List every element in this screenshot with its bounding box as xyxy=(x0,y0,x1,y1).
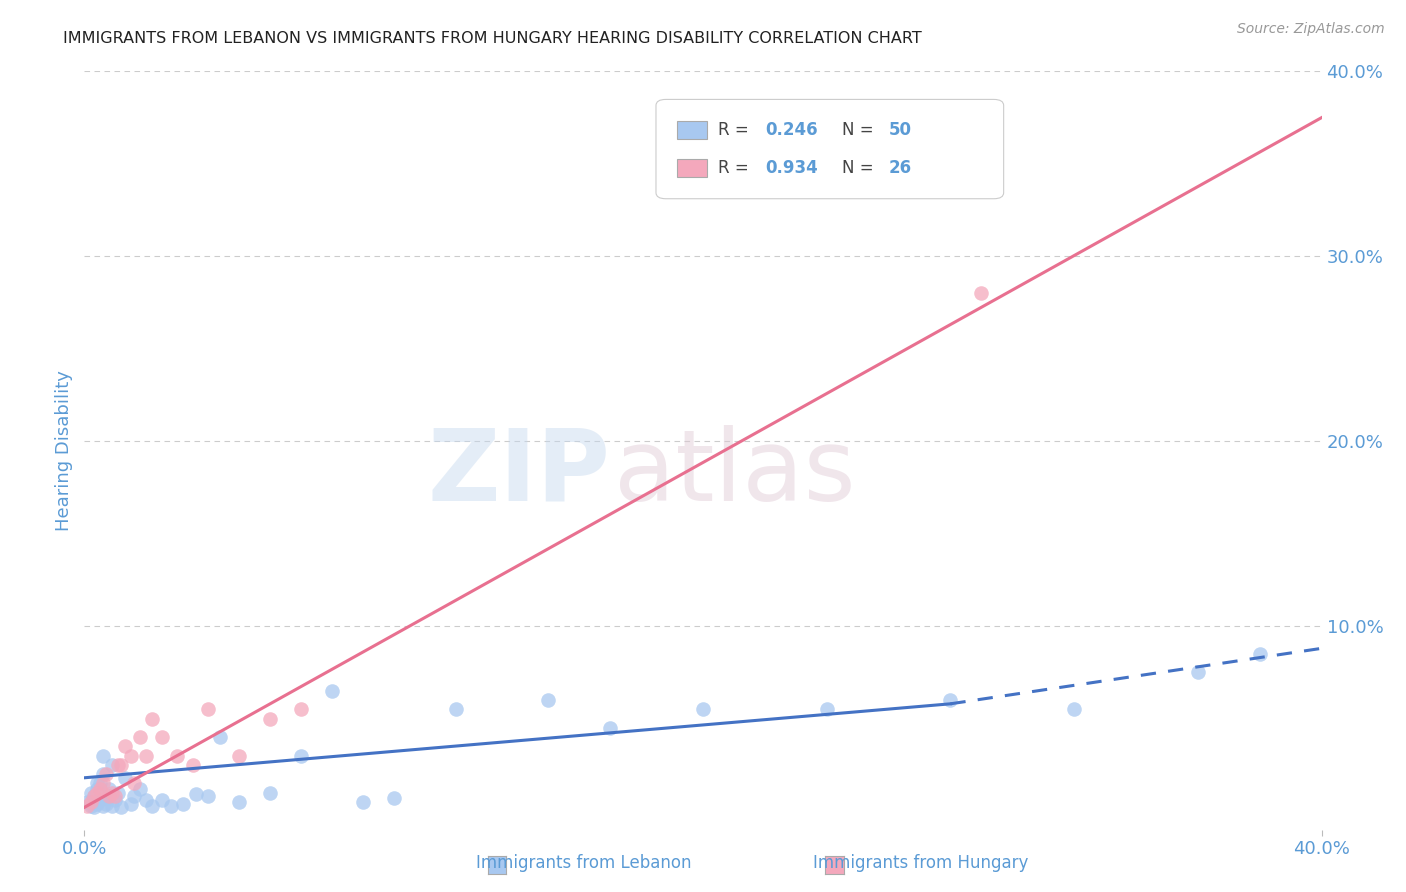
Point xyxy=(86,781,108,796)
Point xyxy=(98,789,121,804)
FancyBboxPatch shape xyxy=(678,120,707,139)
Point xyxy=(537,693,560,707)
Point xyxy=(79,795,101,809)
Point xyxy=(86,786,108,800)
Text: Immigrants from Lebanon: Immigrants from Lebanon xyxy=(475,855,692,872)
Text: ZIP: ZIP xyxy=(427,425,610,522)
Point xyxy=(83,789,105,804)
Point xyxy=(89,776,111,790)
Point xyxy=(101,757,124,772)
Point xyxy=(135,748,157,763)
Point xyxy=(444,702,467,716)
Text: Immigrants from Hungary: Immigrants from Hungary xyxy=(813,855,1029,872)
Point xyxy=(259,712,281,726)
Point xyxy=(197,789,219,804)
Point xyxy=(228,795,250,809)
Point xyxy=(98,789,121,804)
Point xyxy=(352,795,374,809)
Point xyxy=(107,757,129,772)
Point xyxy=(110,757,132,772)
Point xyxy=(98,781,121,796)
Point xyxy=(815,702,838,716)
Text: IMMIGRANTS FROM LEBANON VS IMMIGRANTS FROM HUNGARY HEARING DISABILITY CORRELATIO: IMMIGRANTS FROM LEBANON VS IMMIGRANTS FR… xyxy=(63,31,922,46)
Text: 0.934: 0.934 xyxy=(765,159,818,177)
Point xyxy=(290,748,312,763)
Point xyxy=(259,786,281,800)
Point xyxy=(110,800,132,814)
Point xyxy=(692,702,714,716)
Point xyxy=(160,798,183,813)
Text: R =: R = xyxy=(718,159,754,177)
Point xyxy=(939,693,962,707)
Point xyxy=(141,798,163,813)
Text: 50: 50 xyxy=(889,120,911,139)
Point xyxy=(184,788,207,802)
Point xyxy=(150,793,173,807)
Point xyxy=(91,798,114,813)
FancyBboxPatch shape xyxy=(657,99,1004,199)
Point xyxy=(86,797,108,811)
Point xyxy=(150,730,173,744)
Point xyxy=(79,795,101,809)
Point xyxy=(76,798,98,813)
Text: 26: 26 xyxy=(889,159,911,177)
Point xyxy=(89,793,111,807)
Point xyxy=(181,757,204,772)
Point xyxy=(94,797,117,811)
Point xyxy=(91,767,114,781)
Point xyxy=(101,798,124,813)
Text: N =: N = xyxy=(842,159,879,177)
Point xyxy=(197,702,219,716)
Point xyxy=(114,739,136,754)
Point xyxy=(599,721,621,735)
Point xyxy=(129,730,152,744)
Point xyxy=(166,748,188,763)
Point xyxy=(114,771,136,785)
Point xyxy=(94,791,117,805)
Point xyxy=(122,789,145,804)
Point xyxy=(120,748,142,763)
Text: N =: N = xyxy=(842,120,879,139)
Point xyxy=(321,684,343,698)
Point xyxy=(104,789,127,804)
Text: 0.246: 0.246 xyxy=(765,120,817,139)
Point xyxy=(129,781,152,796)
Point xyxy=(91,748,114,763)
FancyBboxPatch shape xyxy=(678,159,707,177)
Point xyxy=(1249,647,1271,661)
Point xyxy=(172,797,194,811)
Point xyxy=(1063,702,1085,716)
Point xyxy=(79,798,101,813)
Point xyxy=(94,767,117,781)
Point xyxy=(122,776,145,790)
Point xyxy=(101,786,124,800)
Point xyxy=(228,748,250,763)
Point xyxy=(382,791,405,805)
Point xyxy=(76,795,98,809)
Point xyxy=(86,776,108,790)
Point xyxy=(209,730,232,744)
Point xyxy=(120,797,142,811)
Point xyxy=(135,793,157,807)
Y-axis label: Hearing Disability: Hearing Disability xyxy=(55,370,73,531)
Point xyxy=(107,786,129,800)
Point xyxy=(970,286,993,301)
Text: atlas: atlas xyxy=(614,425,855,522)
Point xyxy=(104,793,127,807)
Point xyxy=(83,800,105,814)
Point xyxy=(79,786,101,800)
Point xyxy=(91,776,114,790)
Point xyxy=(141,712,163,726)
Text: R =: R = xyxy=(718,120,754,139)
Point xyxy=(1187,665,1209,680)
Point xyxy=(83,789,105,804)
Point xyxy=(290,702,312,716)
Point xyxy=(89,781,111,796)
Text: Source: ZipAtlas.com: Source: ZipAtlas.com xyxy=(1237,22,1385,37)
